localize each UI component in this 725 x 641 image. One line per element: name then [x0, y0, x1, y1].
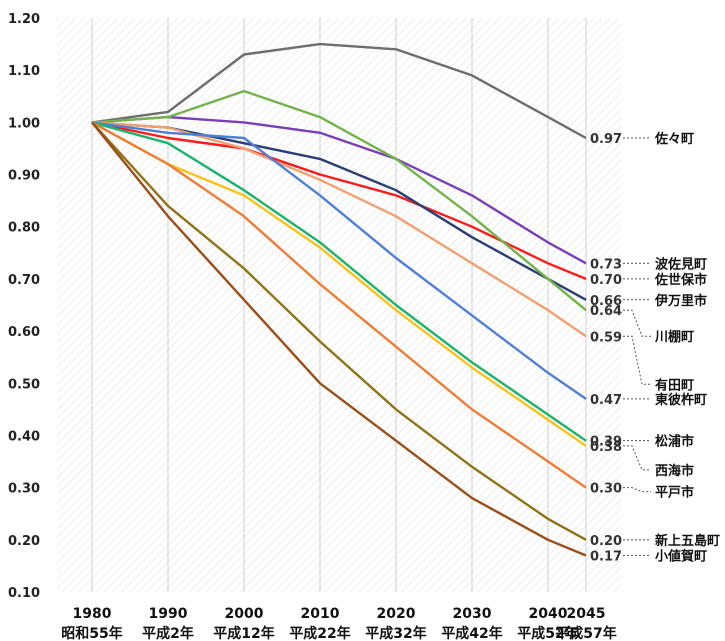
y-tick-label: 1.20	[8, 12, 40, 27]
x-era-label: 平成22年	[289, 625, 350, 641]
x-tick-label: 2040	[529, 606, 568, 622]
x-era-label: 平成57年	[555, 625, 616, 641]
end-value-label: 0.38	[590, 440, 622, 455]
x-era-label: 昭和55年	[61, 625, 122, 641]
x-era-label: 平成32年	[365, 625, 426, 641]
end-value-label: 0.20	[590, 534, 622, 549]
y-tick-label: 0.50	[8, 377, 40, 392]
series-name-label: 小値賀町	[655, 548, 707, 564]
series-name-label: 佐々町	[654, 131, 694, 147]
end-value-label: 0.64	[590, 304, 622, 319]
leader-line	[623, 335, 651, 385]
plot-background	[57, 18, 621, 592]
series-line	[91, 121, 587, 281]
end-value-label: 0.66	[590, 294, 622, 309]
series-line	[91, 121, 587, 442]
end-value-label: 0.39	[590, 435, 622, 450]
y-tick-label: 0.60	[8, 325, 40, 340]
x-tick-label: 1990	[149, 606, 188, 622]
series-line	[91, 89, 587, 312]
x-tick-label: 2045	[567, 606, 606, 622]
series-line	[91, 121, 587, 447]
series-name-label: 松浦市	[655, 434, 694, 450]
end-value-label: 0.17	[590, 549, 622, 564]
x-tick-label: 2010	[301, 606, 340, 622]
series-name-label: 有田町	[655, 377, 694, 393]
x-era-label: 平成2年	[142, 625, 194, 641]
y-tick-label: 1.10	[8, 64, 40, 79]
y-tick-label: 0.40	[8, 429, 40, 444]
end-value-label: 0.70	[590, 273, 622, 288]
series-name-label: 川棚町	[654, 329, 694, 345]
y-tick-label: 0.10	[8, 586, 40, 601]
series-name-label: 新上五島町	[655, 533, 720, 549]
series-line	[91, 121, 587, 338]
y-tick-label: 0.30	[8, 482, 40, 497]
end-value-label: 0.97	[590, 132, 622, 147]
series-line	[91, 121, 587, 489]
x-era-label: 平成42年	[441, 625, 502, 641]
end-labels: 0.97 佐々町 0.73 波佐見町 0.70 佐世保市 0.66 伊万里市 0.64 川棚町 0.…	[590, 131, 720, 564]
x-tick-label: 2000	[225, 606, 264, 622]
y-tick-label: 0.90	[8, 169, 40, 184]
series-line	[91, 115, 587, 265]
series-name-label: 平戸市	[655, 485, 694, 501]
y-tick-label: 0.70	[8, 273, 40, 288]
series-name-label: 波佐見町	[655, 256, 707, 272]
x-era-label: 平成52年	[517, 625, 578, 641]
x-tick-label: 1980	[73, 606, 112, 622]
y-tick-label: 0.80	[8, 221, 40, 236]
x-era-label: 平成12年	[213, 625, 274, 641]
series-line	[91, 121, 587, 557]
end-value-label: 0.47	[590, 393, 622, 408]
x-tick-label: 2020	[377, 606, 416, 622]
series-name-label: 伊万里市	[654, 293, 707, 309]
series-line	[91, 121, 587, 400]
leader-line	[623, 487, 651, 493]
series-name-label: 佐世保市	[654, 272, 707, 288]
end-value-label: 0.30	[590, 482, 622, 497]
end-value-label: 0.73	[590, 257, 622, 272]
series-line	[91, 121, 587, 541]
series-lines	[91, 42, 587, 557]
y-tick-label: 0.20	[8, 534, 40, 549]
end-value-label: 0.59	[590, 330, 622, 345]
y-tick-label: 1.00	[8, 116, 40, 131]
series-line	[91, 42, 587, 140]
y-axis: 0.10 0.20 0.30 0.40 0.50 0.60 0.70 0.80 0.90 1.00…	[8, 12, 40, 601]
x-axis: 1980 昭和55年 1990 平成2年 2000 平成12年 2010 平成22年 2020 平…	[61, 606, 616, 641]
leader-line	[623, 445, 651, 471]
series-name-label: 西海市	[655, 463, 694, 479]
x-tick-label: 2030	[453, 606, 492, 622]
leader-line	[623, 309, 651, 337]
series-name-label: 東彼杵町	[655, 392, 707, 408]
